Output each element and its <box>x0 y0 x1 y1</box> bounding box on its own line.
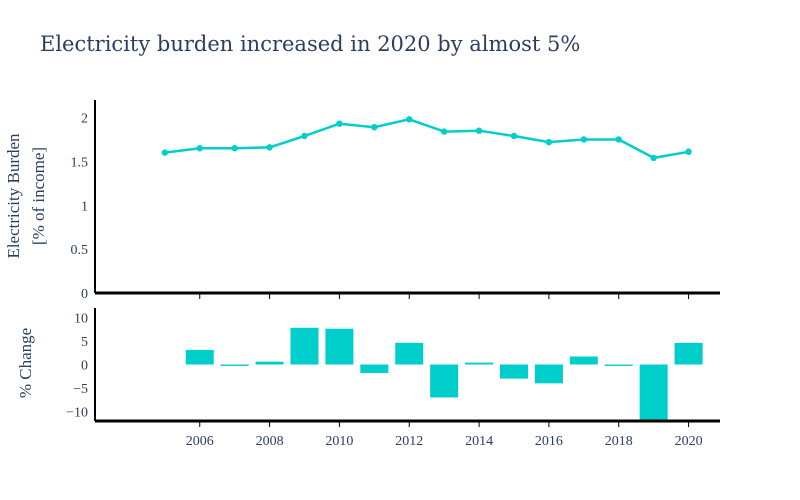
line-panel-y-ticks: 0 0.5 1 1.5 2 <box>71 112 89 302</box>
x-tick-label: 2012 <box>395 434 423 449</box>
burden-point <box>650 154 657 162</box>
change-bar <box>290 327 319 365</box>
change-bar <box>325 328 354 365</box>
x-tick-label: 2014 <box>465 434 493 449</box>
burden-point <box>266 144 273 151</box>
bar-panel-y-tick-label: 5 <box>81 335 88 350</box>
line-panel: 0 0.5 1 1.5 2 Electricity Burden [% of incom… <box>4 100 720 302</box>
change-bars <box>185 327 703 421</box>
change-bar <box>255 361 284 365</box>
burden-point <box>615 136 622 143</box>
line-panel-y-tick-label: 0.5 <box>71 243 89 258</box>
x-tick-label: 2010 <box>325 434 353 449</box>
burden-point <box>580 136 588 143</box>
bar-panel-y-ticks: 10 5 0 −5 −10 <box>66 311 88 420</box>
line-panel-y-tick-label: 1 <box>81 199 88 214</box>
burden-point <box>685 148 692 155</box>
burden-point <box>440 128 448 135</box>
change-bar <box>395 342 424 365</box>
burden-point <box>161 149 169 156</box>
bar-panel-y-tick-label: −10 <box>66 406 88 421</box>
burden-point <box>231 145 238 152</box>
line-panel-y-tick-label: 2 <box>81 112 88 127</box>
x-tick-label: 2008 <box>256 434 284 449</box>
change-bar <box>465 362 494 365</box>
change-bar <box>220 364 249 366</box>
change-bar <box>185 349 214 365</box>
burden-point <box>510 132 518 140</box>
line-panel-y-label-2: [% of income] <box>29 147 48 245</box>
line-panel-y-tick-label: 0 <box>81 287 88 302</box>
change-bar <box>639 364 668 421</box>
line-panel-y-tick-label: 1.5 <box>71 155 89 170</box>
burden-points <box>161 116 692 162</box>
bar-panel-y-tick-label: 0 <box>81 359 88 374</box>
burden-point <box>371 123 378 131</box>
x-tick-label: 2006 <box>186 434 214 449</box>
line-panel-y-label-1: Electricity Burden <box>4 133 23 259</box>
x-tick-label: 2016 <box>535 434 563 449</box>
burden-point <box>301 132 308 140</box>
change-bar <box>499 364 528 379</box>
chart-title: Electricity burden increased in 2020 by … <box>40 32 580 56</box>
change-bar <box>430 364 459 398</box>
change-bar <box>534 364 563 384</box>
change-bar <box>360 364 389 373</box>
line-panel-x-ticks <box>199 293 690 299</box>
bar-panel-x-ticks: 2006 2008 2010 2012 2014 2016 2018 2020 <box>186 421 703 449</box>
x-tick-label: 2018 <box>605 434 633 449</box>
bar-panel-y-tick-label: 10 <box>74 311 88 326</box>
bar-panel-y-tick-label: −5 <box>73 382 88 397</box>
change-bar <box>674 342 703 365</box>
burden-point <box>406 116 413 123</box>
x-tick-label: 2020 <box>675 434 703 449</box>
burden-point <box>336 120 343 127</box>
change-bar <box>569 356 598 365</box>
burden-point <box>196 145 203 152</box>
burden-point <box>475 127 483 134</box>
burden-line <box>164 118 689 160</box>
burden-point <box>545 138 553 146</box>
change-bar <box>604 364 633 366</box>
bar-panel-y-label: % Change <box>16 328 35 398</box>
